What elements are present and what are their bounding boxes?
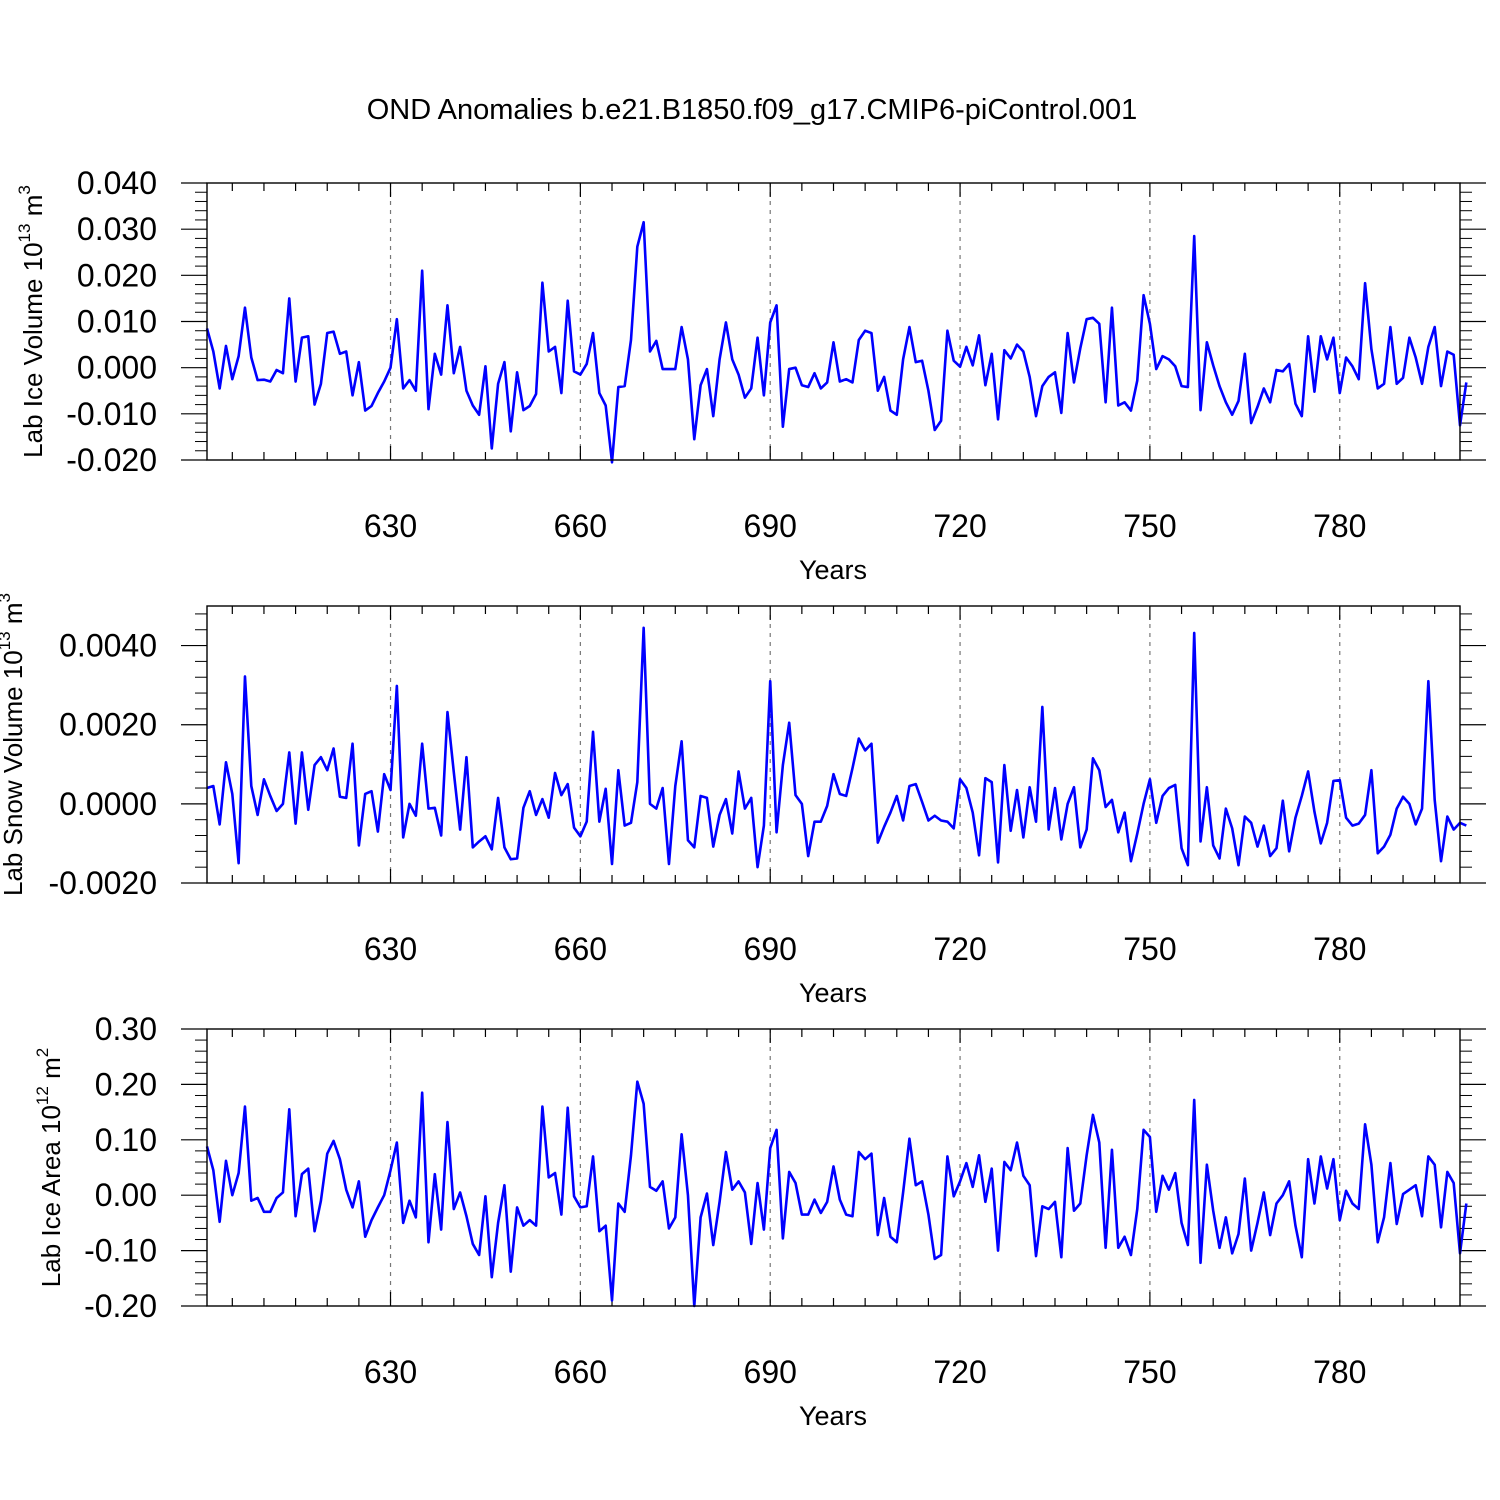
x-axis-label: Years — [799, 555, 867, 585]
y-tick-label: 0.10 — [95, 1122, 157, 1158]
y-axis-label: Lab Snow Volume 1013 m3 — [0, 593, 28, 896]
panels: -0.020 -0.010 0.000 0.010 0.020 0.030 0.040 630… — [0, 165, 1486, 1431]
plot-frame — [206, 182, 1461, 461]
x-tick-label: 780 — [1313, 931, 1366, 967]
y-tick-label: 0.030 — [77, 211, 157, 247]
y-axis-label-ylabel-exp: 13 — [0, 631, 14, 650]
y-axis-label-ylabel: Lab Snow Volume — [0, 679, 28, 896]
x-tick-label: 750 — [1123, 508, 1176, 544]
x-tick-label: 720 — [933, 1354, 986, 1390]
y-tick-label: 0.0000 — [59, 786, 157, 822]
series-line-2 — [206, 626, 1467, 869]
x-axis-label: Years — [799, 1401, 867, 1431]
y-tick-label: -0.0020 — [48, 865, 157, 901]
y-tick-label: 0.000 — [77, 350, 157, 386]
y-tick-label: -0.20 — [84, 1288, 157, 1324]
y-axis-label-ylabel-unit-exp: 3 — [15, 185, 34, 194]
plot-frame — [206, 1028, 1461, 1307]
x-tick-label: 630 — [364, 931, 417, 967]
y-tick-label: 0.30 — [95, 1011, 157, 1047]
y-axis-label-ylabel-unit-exp: 3 — [0, 593, 14, 602]
y-tick-label: 0.0020 — [59, 707, 157, 743]
y-tick-label: 0.020 — [77, 257, 157, 293]
figure-title: OND Anomalies b.e21.B1850.f09_g17.CMIP6-… — [367, 94, 1138, 126]
x-tick-label: 750 — [1123, 1354, 1176, 1390]
y-tick-label: -0.010 — [66, 396, 157, 432]
x-tick-label: 780 — [1313, 508, 1366, 544]
series-line-3 — [205, 1080, 1468, 1308]
x-tick-label: 660 — [554, 1354, 607, 1390]
panel-2: -0.0020 0.0000 0.0020 0.0040 630 660 690 720 750… — [0, 593, 1486, 1008]
x-tick-label: 690 — [744, 508, 797, 544]
series-line-1 — [205, 220, 1468, 464]
y-axis-label-ylabel: Lab Ice Volume — [18, 271, 48, 457]
y-axis-label-ylabel-base: 10 — [0, 650, 28, 679]
y-tick-label: -0.10 — [84, 1233, 157, 1269]
y-axis-label-ylabel-unit: m — [0, 602, 28, 631]
y-tick-label: 0.20 — [95, 1066, 157, 1102]
x-tick-label: 750 — [1123, 931, 1176, 967]
y-axis-label-ylabel-exp: 12 — [33, 1086, 52, 1105]
y-axis-label-ylabel-unit: m — [36, 1057, 66, 1086]
y-axis-label-ylabel-base: 10 — [36, 1105, 66, 1134]
y-tick-label: 0.010 — [77, 304, 157, 340]
y-axis-label-ylabel-unit: m — [18, 195, 48, 224]
y-tick-label: 0.040 — [77, 165, 157, 201]
x-tick-label: 660 — [554, 508, 607, 544]
x-tick-label: 630 — [364, 1354, 417, 1390]
y-axis-label-ylabel-exp: 13 — [15, 224, 34, 243]
x-tick-label: 780 — [1313, 1354, 1366, 1390]
y-tick-label: 0.00 — [95, 1177, 157, 1213]
y-axis-label: Lab Ice Area 1012 m2 — [33, 1048, 66, 1287]
y-axis-label-ylabel-base: 10 — [18, 242, 48, 271]
x-tick-label: 720 — [933, 931, 986, 967]
y-axis-label-ylabel: Lab Ice Area — [36, 1134, 66, 1287]
panel-3: -0.20 -0.10 0.00 0.10 0.20 0.30 630 660 690 720 75… — [33, 1011, 1486, 1431]
x-axis-label: Years — [799, 978, 867, 1008]
x-tick-label: 660 — [554, 931, 607, 967]
y-tick-label: 0.0040 — [59, 628, 157, 664]
x-tick-label: 720 — [933, 508, 986, 544]
y-axis-label: Lab Ice Volume 1013 m3 — [15, 185, 48, 458]
panel-1: -0.020 -0.010 0.000 0.010 0.020 0.030 0.040 630… — [15, 165, 1486, 585]
y-axis-label-ylabel-unit-exp: 2 — [33, 1048, 52, 1057]
y-tick-label: -0.020 — [66, 442, 157, 478]
x-tick-label: 630 — [364, 508, 417, 544]
x-tick-label: 690 — [744, 1354, 797, 1390]
x-tick-label: 690 — [744, 931, 797, 967]
plot-frame — [206, 605, 1461, 884]
